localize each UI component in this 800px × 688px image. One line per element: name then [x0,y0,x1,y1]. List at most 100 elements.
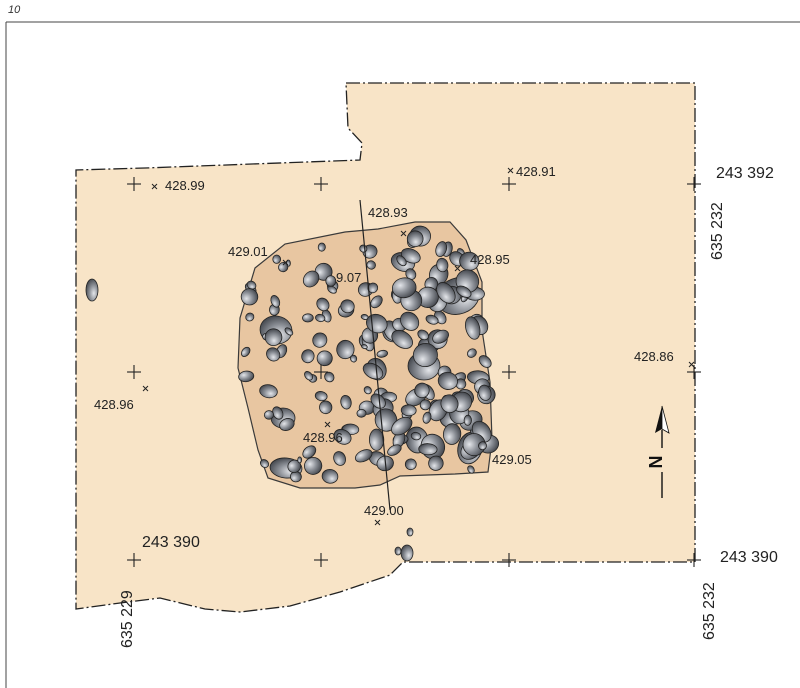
elevation-marker [688,361,695,368]
stones-group [85,225,500,562]
stone [314,391,328,402]
stone [321,468,339,484]
stone [240,288,259,306]
stone [333,428,352,445]
grid-cross [502,177,516,191]
stone [356,408,367,418]
stone [410,431,422,441]
stone [361,344,368,350]
stone [376,349,389,358]
stone [400,544,414,562]
stone [414,382,430,399]
stone [354,449,373,463]
elevation-label: 429.00 [364,503,404,518]
stone [363,386,372,395]
stone [304,456,323,475]
stone [340,299,355,314]
stone [463,414,472,426]
stone [412,342,438,368]
coordinate-label: 243 390 [142,534,200,551]
page-number: 10 [8,4,21,16]
elevation-label: 428.91 [516,164,556,179]
stone [284,327,294,336]
stone [422,411,432,424]
stone [370,295,383,309]
stone [404,458,417,471]
stone [301,349,315,364]
coordinate-label: 635 232 [701,582,718,640]
stone [405,268,417,280]
north-label: N [646,456,666,469]
grid-cross [314,177,328,191]
stone [425,314,439,325]
stone [304,371,314,381]
stone [400,404,417,417]
elevation-label: 428.95 [470,252,510,267]
stone [333,451,346,466]
stone [238,370,255,383]
grid-cross [314,553,328,567]
stone [418,443,438,456]
stone [327,285,337,294]
stone [435,241,448,257]
stone [245,312,255,322]
stone [272,254,282,264]
stone [302,270,320,288]
stone [85,278,99,302]
elevation-label: 9.07 [336,270,361,285]
stone [440,394,459,414]
stone [400,248,421,264]
stone [302,313,314,323]
stone [478,384,492,401]
elevation-marker [151,183,158,190]
elevation-label: 428.99 [165,178,205,193]
coordinate-label: 243 390 [720,549,778,566]
elevation-marker [374,519,381,526]
stone [478,441,487,451]
stone [467,348,477,358]
stone [478,355,492,368]
grid-cross [127,553,141,567]
stone [259,384,278,399]
grid-cross [687,553,701,567]
stone [259,459,270,469]
stone [263,410,275,420]
elevation-label: 428.86 [634,349,674,364]
elevation-label: 429.01 [228,244,268,259]
stone [317,242,326,252]
stone [279,418,295,431]
stone [297,456,303,464]
stone [325,275,337,287]
stone [462,433,486,457]
section-line [359,199,391,511]
stone [394,546,402,556]
stone [241,346,251,357]
grid-cross [502,365,516,379]
coordinate-label: 635 229 [119,590,136,648]
stone [302,445,317,459]
stone [366,260,376,270]
grid-cross [687,365,701,379]
stone [428,455,444,471]
north-arrow-icon: N [646,405,672,498]
stone [367,282,379,294]
stone [406,527,414,537]
stone [432,329,449,344]
stone [396,255,407,267]
stone [264,328,283,347]
elevation-label: 428.96 [303,430,343,445]
elevation-marker [282,259,289,266]
stone [319,400,333,415]
stone [436,257,449,273]
grid-cross [127,177,141,191]
stone [315,313,326,323]
elevation-label: 428.96 [94,397,134,412]
coordinate-label: 243 392 [716,165,774,182]
stone [312,332,328,348]
elevation-marker [507,167,514,174]
grid-cross [127,365,141,379]
stone [456,285,472,298]
grid-cross [502,553,516,567]
elevation-label: 428.93 [368,205,408,220]
stone [316,350,333,367]
